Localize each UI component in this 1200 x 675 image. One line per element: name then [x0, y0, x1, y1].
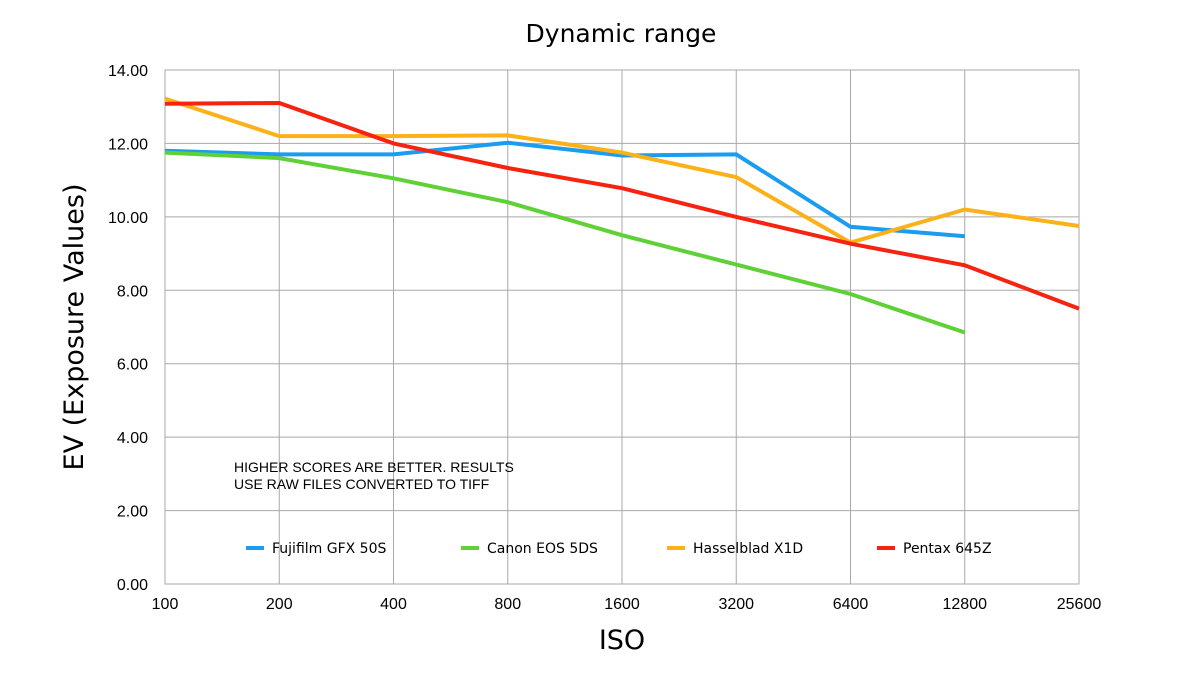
x-tick-label: 12800	[943, 596, 988, 613]
legend-item-pentax-645z: Pentax 645Z	[877, 541, 992, 557]
legend: Fujifilm GFX 50S Canon EOS 5DS Hasselblad …	[246, 541, 992, 557]
y-tick-label: 10.00	[108, 210, 148, 227]
series-line-fujifilm-gfx-50s	[164, 140, 965, 239]
x-tick-label: 800	[494, 596, 521, 613]
series-canon-eos-5ds	[164, 150, 966, 335]
legend-label: Canon EOS 5DS	[487, 541, 598, 557]
series-line-canon-eos-5ds	[164, 150, 966, 335]
x-tick-label: 100	[152, 596, 179, 613]
chart-title: Dynamic range	[526, 19, 717, 48]
x-axis: 100 200 400 800 1600 3200 6400 12800 25600	[152, 596, 1102, 613]
series-lines	[164, 96, 1080, 335]
y-tick-label: 2.00	[117, 504, 148, 521]
legend-item-canon-eos-5ds: Canon EOS 5DS	[461, 541, 598, 557]
x-tick-label: 200	[266, 596, 293, 613]
series-fujifilm-gfx-50s	[164, 140, 965, 239]
grid	[164, 69, 1080, 585]
series-hasselblad-x1d	[164, 96, 1080, 245]
annotation-line-1: HIGHER SCORES ARE BETTER. RESULTS	[234, 459, 514, 475]
y-tick-label: 6.00	[117, 357, 148, 374]
x-axis-title: ISO	[599, 625, 645, 656]
y-axis-title: EV (Exposure Values)	[59, 184, 90, 471]
legend-label: Pentax 645Z	[903, 541, 992, 557]
annotation-line-2: USE RAW FILES CONVERTED TO TIFF	[234, 476, 489, 492]
legend-label: Hasselblad X1D	[693, 541, 803, 557]
x-tick-label: 25600	[1057, 596, 1102, 613]
y-tick-label: 8.00	[117, 283, 148, 300]
plot-border	[164, 69, 1080, 585]
y-tick-label: 4.00	[117, 430, 148, 447]
series-pentax-645z	[164, 100, 1080, 311]
y-tick-label: 14.00	[108, 63, 148, 80]
annotation: HIGHER SCORES ARE BETTER. RESULTS USE RA…	[234, 459, 514, 492]
legend-label: Fujifilm GFX 50S	[272, 541, 386, 557]
x-tick-label: 6400	[833, 596, 869, 613]
y-axis: 0.00 2.00 4.00 6.00 8.00 10.00 12.00 14.00	[108, 63, 148, 594]
x-tick-label: 400	[380, 596, 407, 613]
legend-item-hasselblad-x1d: Hasselblad X1D	[667, 541, 803, 557]
legend-item-fujifilm-gfx-50s: Fujifilm GFX 50S	[246, 541, 386, 557]
y-tick-label: 0.00	[117, 577, 148, 594]
x-tick-label: 1600	[604, 596, 640, 613]
y-tick-label: 12.00	[108, 136, 148, 153]
x-tick-label: 3200	[718, 596, 754, 613]
